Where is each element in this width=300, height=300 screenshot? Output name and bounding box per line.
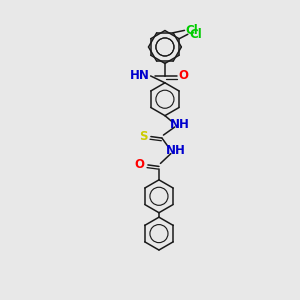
Text: S: S [139, 130, 148, 143]
Text: HN: HN [130, 69, 150, 82]
Text: Cl: Cl [190, 28, 203, 41]
Text: NH: NH [165, 144, 185, 157]
Text: O: O [178, 69, 188, 82]
Text: Cl: Cl [185, 24, 198, 37]
Text: O: O [135, 158, 145, 171]
Text: NH: NH [170, 118, 190, 130]
